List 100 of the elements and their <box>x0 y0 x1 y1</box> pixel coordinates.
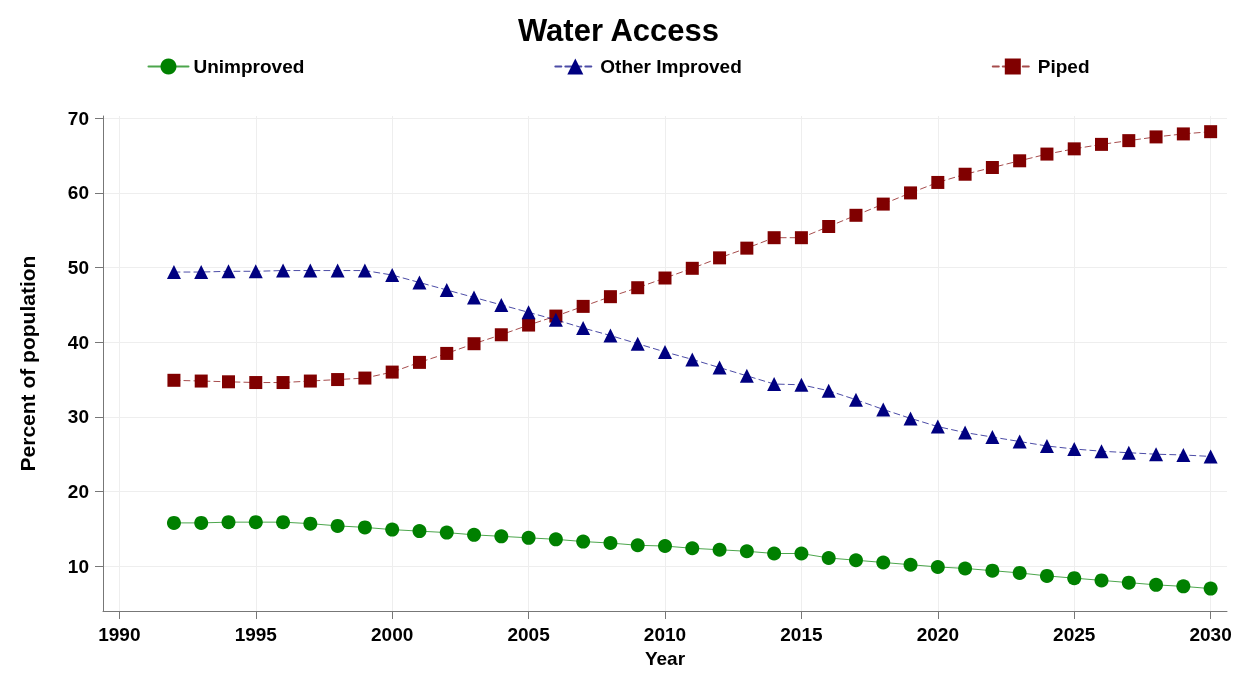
point <box>576 321 591 336</box>
point <box>330 263 345 278</box>
point <box>1040 147 1054 161</box>
point <box>985 430 1000 445</box>
point <box>221 515 236 530</box>
point <box>849 208 863 222</box>
point <box>904 186 918 200</box>
point <box>930 559 945 574</box>
point <box>222 375 235 389</box>
point <box>467 290 482 305</box>
point <box>1067 441 1082 456</box>
point <box>166 265 181 280</box>
point <box>1067 142 1081 156</box>
point <box>848 392 863 407</box>
y-axis-title: Percent of population <box>16 255 39 472</box>
y-tick-label: 70 <box>67 107 89 129</box>
point <box>903 411 918 426</box>
point <box>276 263 291 278</box>
legend-label: Piped <box>1037 56 1090 77</box>
point <box>712 360 727 375</box>
point <box>303 263 318 278</box>
y-tick-label: 60 <box>67 182 89 204</box>
point <box>876 402 891 417</box>
point <box>276 376 290 390</box>
x-tick-label: 2000 <box>371 624 414 645</box>
point <box>1203 449 1218 464</box>
x-axis-title: Year <box>644 648 686 669</box>
point <box>358 371 372 385</box>
point <box>467 527 482 542</box>
point <box>903 557 918 572</box>
point <box>1094 444 1109 459</box>
point <box>794 377 809 392</box>
point <box>1013 154 1027 168</box>
point <box>1149 130 1163 144</box>
point <box>357 520 372 535</box>
point <box>166 515 181 530</box>
legend-label: Unimproved <box>193 56 305 77</box>
point <box>685 352 700 367</box>
point <box>767 231 781 245</box>
point <box>385 522 400 537</box>
point <box>467 337 481 351</box>
point <box>712 542 727 557</box>
point <box>521 530 536 545</box>
y-tick-label: 30 <box>67 406 89 428</box>
point <box>576 299 590 313</box>
point <box>221 264 236 279</box>
point <box>631 281 645 295</box>
point <box>658 271 672 285</box>
point <box>385 365 399 379</box>
x-tick-label: 1995 <box>234 624 278 645</box>
point <box>1149 447 1164 462</box>
point <box>794 546 809 561</box>
point <box>1012 565 1027 580</box>
point <box>1176 579 1191 594</box>
point <box>276 515 291 530</box>
point <box>767 377 782 392</box>
point <box>630 336 645 351</box>
point <box>249 376 263 390</box>
point <box>522 318 536 332</box>
x-tick-label: 2005 <box>507 624 551 645</box>
point <box>658 539 672 554</box>
point <box>794 231 808 245</box>
point <box>303 374 317 388</box>
x-tick-label: 2015 <box>780 624 823 645</box>
point <box>1122 134 1136 148</box>
point <box>958 561 973 576</box>
point <box>821 383 836 398</box>
point <box>331 373 345 387</box>
point <box>440 346 454 360</box>
point <box>1176 447 1191 462</box>
point <box>931 175 945 189</box>
point <box>1095 137 1108 151</box>
point <box>1039 439 1054 453</box>
point <box>1067 571 1082 586</box>
point <box>930 419 945 434</box>
point <box>494 529 509 544</box>
point <box>357 263 372 278</box>
point <box>848 553 863 568</box>
point <box>985 161 999 175</box>
point <box>1203 581 1218 596</box>
point <box>1176 127 1190 141</box>
point <box>248 515 263 530</box>
point <box>958 425 973 440</box>
point <box>330 518 345 533</box>
point <box>603 328 618 343</box>
y-tick-label: 20 <box>67 481 89 503</box>
point <box>1094 573 1109 588</box>
point <box>412 355 426 369</box>
point <box>194 515 209 530</box>
x-tick-label: 2020 <box>916 624 959 645</box>
point <box>494 297 509 312</box>
point <box>412 275 427 290</box>
point <box>439 282 454 297</box>
point <box>630 538 645 553</box>
point <box>603 290 617 304</box>
point <box>412 524 427 539</box>
point <box>548 532 563 547</box>
point <box>876 197 890 211</box>
point <box>576 534 591 549</box>
point <box>658 344 672 359</box>
